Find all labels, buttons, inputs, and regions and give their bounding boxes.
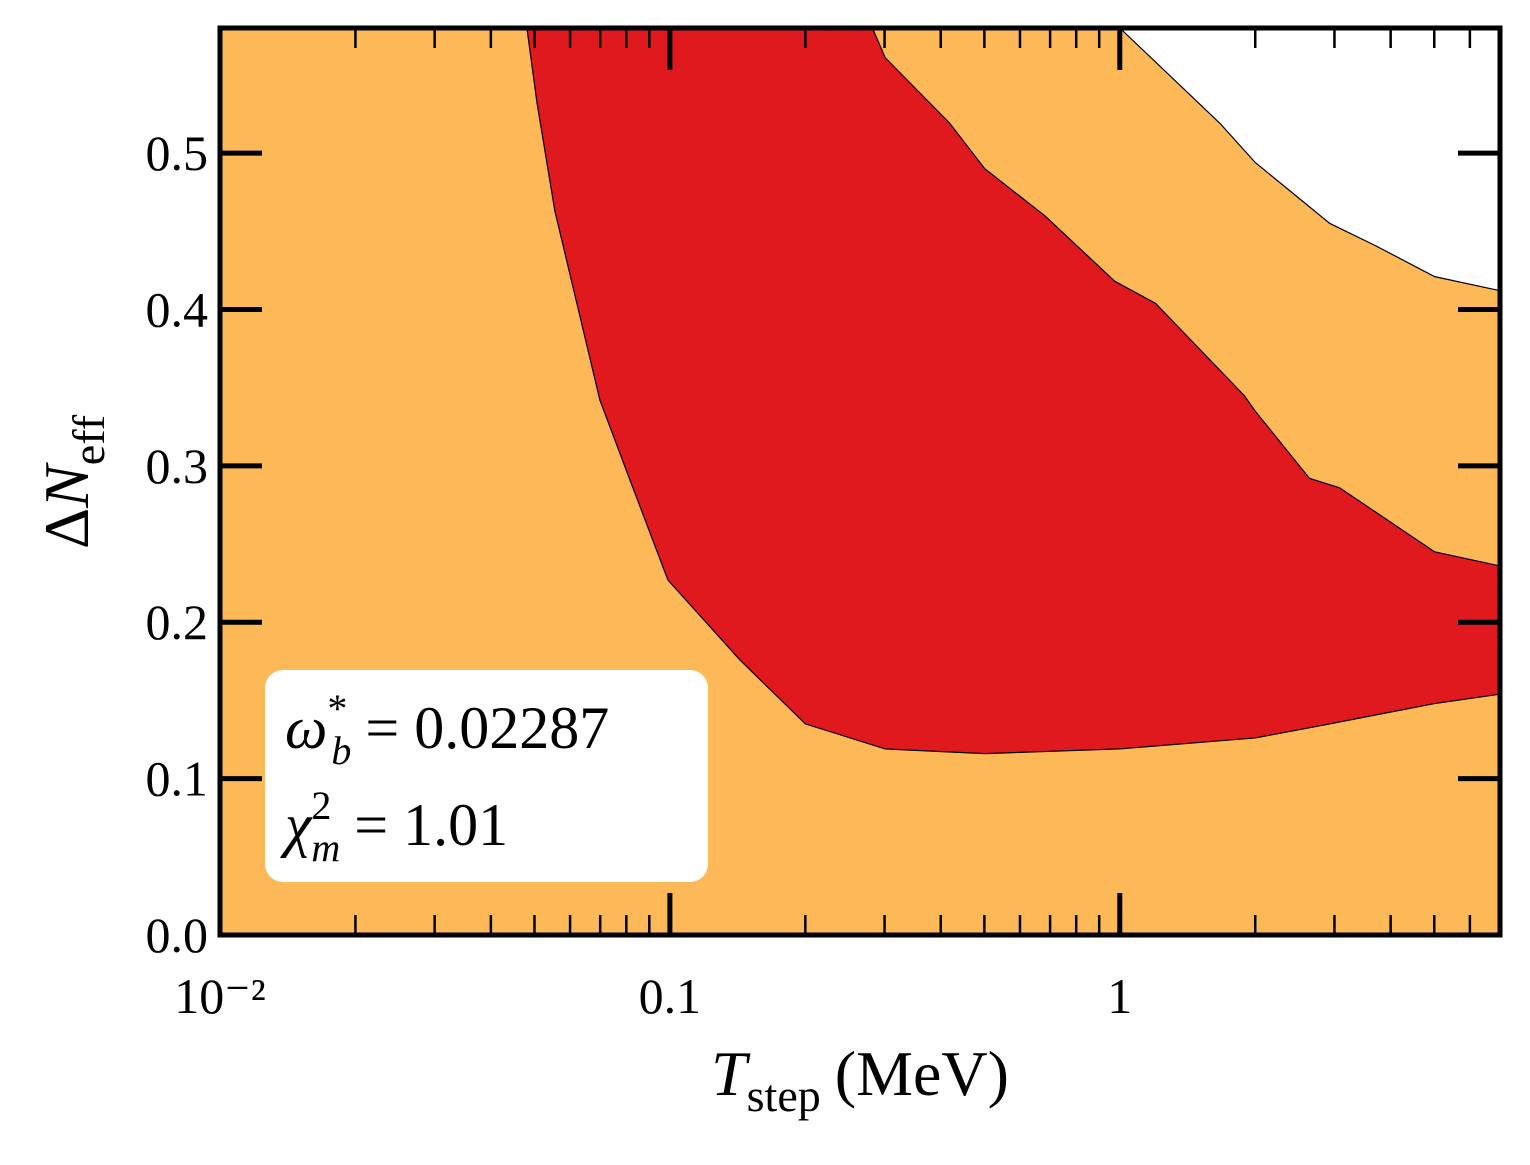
annotation-line: ω* b = 0.02287 bbox=[285, 686, 609, 773]
y-tick-label: 0.2 bbox=[146, 594, 209, 650]
annotation-sup: 2 bbox=[311, 783, 331, 828]
annotation-symbol: χ bbox=[280, 792, 313, 858]
annotation-sub: b bbox=[331, 728, 351, 773]
y-tick-label: 0.3 bbox=[146, 438, 209, 494]
annotation-sup: * bbox=[327, 686, 347, 731]
x-tick-label: 10⁻² bbox=[174, 968, 265, 1024]
annotation-sub: m bbox=[311, 825, 340, 870]
plot-frame bbox=[217, 25, 1503, 938]
x-tick-label: 0.1 bbox=[639, 968, 702, 1024]
y-label-symbol: N bbox=[31, 462, 102, 509]
y-label-prefix: Δ bbox=[31, 508, 102, 549]
y-axis-label: ΔNeff bbox=[31, 414, 114, 549]
y-tick-label: 0.4 bbox=[146, 281, 209, 337]
annotation-value: = 1.01 bbox=[354, 792, 508, 858]
contour-region bbox=[526, 28, 1500, 755]
x-tick-label: 1 bbox=[1107, 968, 1132, 1024]
annotation-value: = 0.02287 bbox=[365, 695, 609, 761]
x-label-unit: (MeV) bbox=[835, 1038, 1009, 1109]
ticks: 0.0 0.1 0.2 0.3 0.4 0.5 10⁻² 0.1 1 bbox=[146, 28, 1500, 1024]
y-tick-label: 0.5 bbox=[146, 125, 209, 181]
y-tick-label: 0.0 bbox=[146, 907, 209, 963]
x-axis-label: Tstep (MeV) bbox=[711, 1038, 1009, 1121]
x-label-sub: step bbox=[747, 1070, 821, 1121]
annotation-box bbox=[265, 670, 708, 882]
annotation-symbol: ω bbox=[285, 695, 327, 761]
annotation-line: χ2 m = 1.01 bbox=[280, 783, 508, 870]
y-label-sub: eff bbox=[63, 414, 114, 465]
y-tick-label: 0.1 bbox=[146, 751, 209, 807]
x-label-symbol: T bbox=[711, 1038, 751, 1109]
